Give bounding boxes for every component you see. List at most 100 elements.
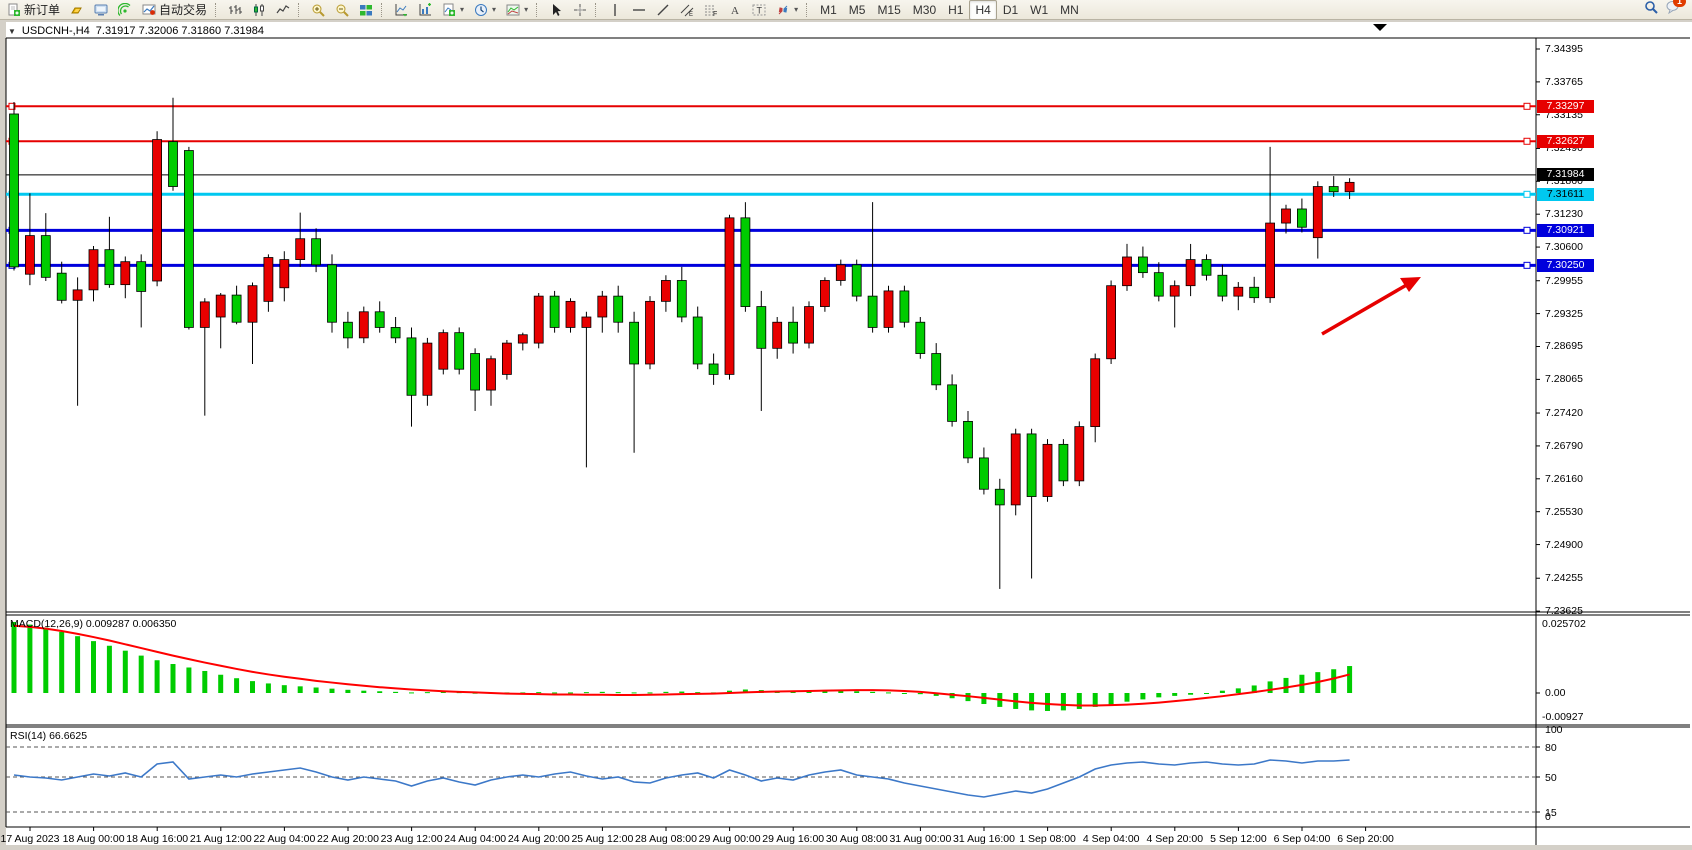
timeframe-M1-button[interactable]: M1 (814, 0, 843, 20)
rsi-label: RSI(14) 66.6625 (10, 730, 88, 742)
horizontal-line-icon (632, 3, 646, 17)
add-indicator-button[interactable]: ▾ (437, 0, 469, 20)
time-axis-label: 31 Aug 16:00 (953, 833, 1015, 845)
toolbar-separator (381, 2, 386, 17)
timeframe-M5-button[interactable]: M5 (843, 0, 872, 20)
button-label: H4 (975, 2, 991, 17)
macd-max-label: 0.025702 (1542, 618, 1586, 630)
time-axis-label: 18 Aug 00:00 (62, 833, 125, 845)
timeframe-W1-button[interactable]: W1 (1024, 0, 1054, 20)
timeframe-H1-button[interactable]: H1 (942, 0, 969, 20)
price-tag: 7.33297 (1537, 99, 1594, 113)
fibonacci-icon: F (704, 3, 718, 18)
autotrading-icon (142, 3, 156, 17)
toolbar-separator (536, 2, 541, 17)
price-tick-label: 7.34395 (1545, 43, 1583, 55)
time-axis-label: 29 Aug 16:00 (762, 833, 825, 845)
crosshair-button[interactable] (568, 0, 592, 20)
signal-button[interactable] (113, 0, 137, 20)
vertical-line-button[interactable] (603, 0, 627, 20)
time-axis-label: 22 Aug 20:00 (317, 833, 379, 845)
search-button[interactable] (1644, 0, 1658, 19)
candlestick-chart-button[interactable] (247, 0, 271, 20)
rsi-axis-label: 50 (1545, 772, 1557, 784)
timeframe-M30-button[interactable]: M30 (907, 0, 942, 20)
time-axis-label: 4 Sep 04:00 (1082, 833, 1140, 845)
price-tag: 7.31611 (1537, 187, 1594, 201)
timeframe-MN-button[interactable]: MN (1054, 0, 1085, 20)
zoom-in-button[interactable] (306, 0, 330, 20)
deposit-icon (70, 3, 84, 17)
bar-chart-button[interactable] (223, 0, 247, 20)
autotrading-button[interactable]: 自动交易 (137, 0, 212, 20)
collapse-panel-icon[interactable]: ▼ (8, 26, 16, 36)
chat-button[interactable]: 1 (1666, 0, 1686, 19)
template-button[interactable]: ▾ (501, 0, 533, 20)
chevron-down-icon[interactable]: ▾ (492, 5, 497, 14)
price-tick-label: 7.24255 (1545, 572, 1583, 585)
time-axis-label: 30 Aug 08:00 (825, 833, 888, 845)
horizontal-line-button[interactable] (627, 0, 651, 20)
ohlc-quotes: 7.31917 7.32006 7.31860 7.31984 (95, 25, 264, 37)
text-label-button[interactable]: T (747, 0, 771, 20)
price-tick-label: 7.29955 (1545, 274, 1583, 287)
zoom-out-button[interactable] (330, 0, 354, 20)
svg-text:F: F (713, 11, 717, 17)
timeframe-D1-button[interactable]: D1 (997, 0, 1024, 20)
chevron-down-icon[interactable]: ▾ (794, 5, 799, 14)
timeframe-M15-button[interactable]: M15 (871, 0, 906, 20)
terminal-icon (94, 3, 108, 17)
svg-text:E: E (689, 12, 693, 17)
time-axis-label: 21 Aug 12:00 (189, 833, 252, 845)
time-axis-label: 5 Sep 12:00 (1210, 833, 1267, 845)
price-tag: 7.32627 (1537, 134, 1594, 148)
cursor-button[interactable] (544, 0, 568, 20)
indicator-window-icon (418, 2, 432, 17)
time-axis-label: 24 Aug 04:00 (444, 833, 507, 845)
time-axis-label: 29 Aug 00:00 (698, 833, 761, 845)
chart-area[interactable]: ▼ USDCNH-,H4 7.31917 7.32006 7.31860 7.3… (0, 22, 1692, 846)
new-order-button[interactable]: 新订单 (2, 0, 65, 20)
price-tick-label: 7.27420 (1545, 407, 1583, 420)
timeframe-H4-button[interactable]: H4 (969, 0, 997, 20)
channel-button[interactable]: E (675, 0, 699, 20)
period-button[interactable]: ▾ (469, 0, 501, 20)
add-indicator-icon (442, 3, 456, 17)
chart-canvas[interactable] (0, 22, 1692, 846)
deposit-button[interactable] (65, 0, 89, 20)
price-tick-label: 7.24900 (1545, 538, 1583, 551)
time-axis-label: 6 Sep 04:00 (1273, 833, 1331, 845)
price-tick-label: 7.33765 (1545, 75, 1583, 88)
time-axis-label: 6 Sep 20:00 (1337, 833, 1394, 845)
chevron-down-icon[interactable]: ▾ (460, 5, 465, 14)
macd-zero-label: 0.00 (1545, 687, 1566, 699)
time-axis-label: 22 Aug 04:00 (253, 833, 316, 845)
template-icon (506, 3, 520, 17)
tile-windows-button[interactable] (354, 0, 378, 20)
indicators-button[interactable] (389, 0, 413, 20)
line-chart-button[interactable] (271, 0, 295, 20)
button-label: D1 (1002, 2, 1019, 17)
terminal-button[interactable] (89, 0, 113, 20)
button-label: 新订单 (24, 3, 61, 17)
svg-text:T: T (757, 5, 763, 15)
line-chart-icon (276, 3, 290, 17)
text-button[interactable]: A (723, 0, 747, 20)
price-tag: 7.30250 (1537, 258, 1594, 272)
fibonacci-button[interactable]: F (699, 0, 723, 20)
chart-shift-marker[interactable] (1373, 24, 1387, 31)
notification-badge: 1 (1672, 0, 1686, 7)
indicator-window-button[interactable] (413, 0, 437, 20)
text-label-icon: T (752, 3, 766, 17)
button-label: W1 (1030, 2, 1049, 17)
price-tick-label: 7.23625 (1545, 605, 1583, 618)
arrows-button[interactable]: ▾ (771, 0, 803, 20)
trendline-button[interactable] (651, 0, 675, 20)
toolbar-separator (298, 2, 303, 17)
button-label: M5 (848, 2, 866, 17)
time-axis-label: 4 Sep 20:00 (1146, 833, 1204, 845)
price-tick-label: 7.31230 (1545, 208, 1583, 221)
chevron-down-icon[interactable]: ▾ (524, 5, 529, 14)
zoom-out-icon (335, 3, 349, 17)
toolbar: 新订单 自动交易 ▾ ▾ ▾ E F A T ▾ M1 M5 M15 M30 H1 H4 D1 W1 MN 1 (0, 0, 1692, 20)
